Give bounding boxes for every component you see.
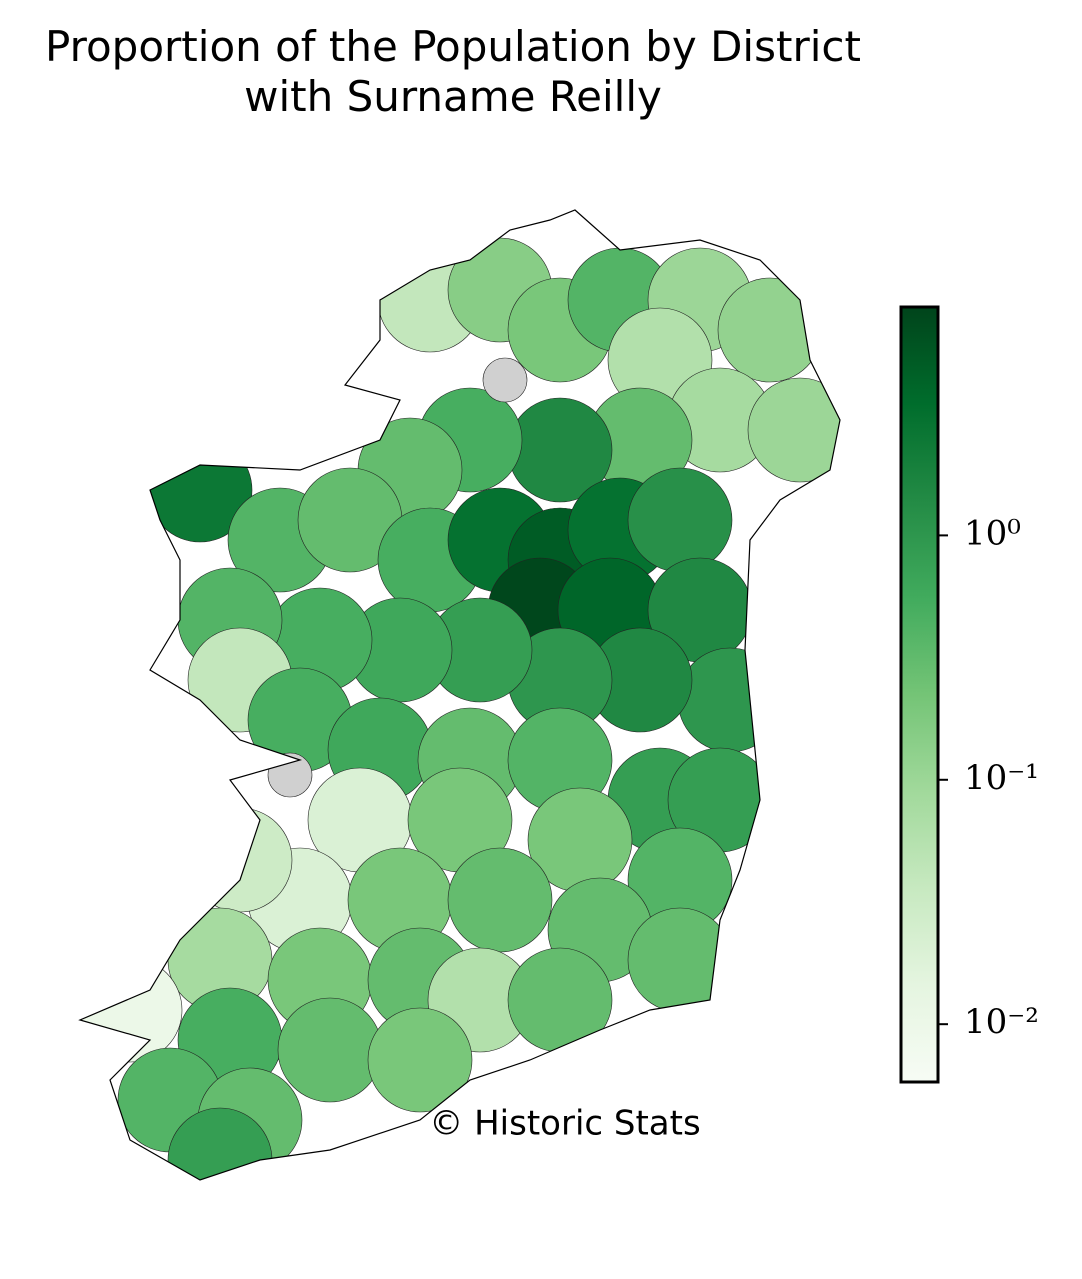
- district: [367, 1007, 473, 1113]
- colorbar-tick-label: 10⁻¹: [964, 758, 1039, 798]
- district: [447, 847, 553, 953]
- district: [267, 752, 313, 798]
- map-title: Proportion of the Population by District…: [45, 22, 861, 121]
- colorbar-tick-label: 10⁰: [964, 513, 1021, 553]
- district: [627, 907, 733, 1013]
- district: [677, 647, 783, 753]
- colorbar: [899, 305, 940, 1084]
- district: [482, 357, 528, 403]
- district: [747, 377, 840, 483]
- district: [187, 807, 293, 913]
- credit: © Historic Stats: [429, 1104, 700, 1144]
- districts: [80, 237, 840, 1180]
- district: [80, 957, 183, 1063]
- colorbar-tick-label: 10⁻²: [964, 1002, 1039, 1042]
- district: [717, 277, 823, 383]
- district: [627, 467, 733, 573]
- district: [277, 997, 383, 1103]
- district: [167, 1107, 273, 1180]
- district: [507, 947, 613, 1053]
